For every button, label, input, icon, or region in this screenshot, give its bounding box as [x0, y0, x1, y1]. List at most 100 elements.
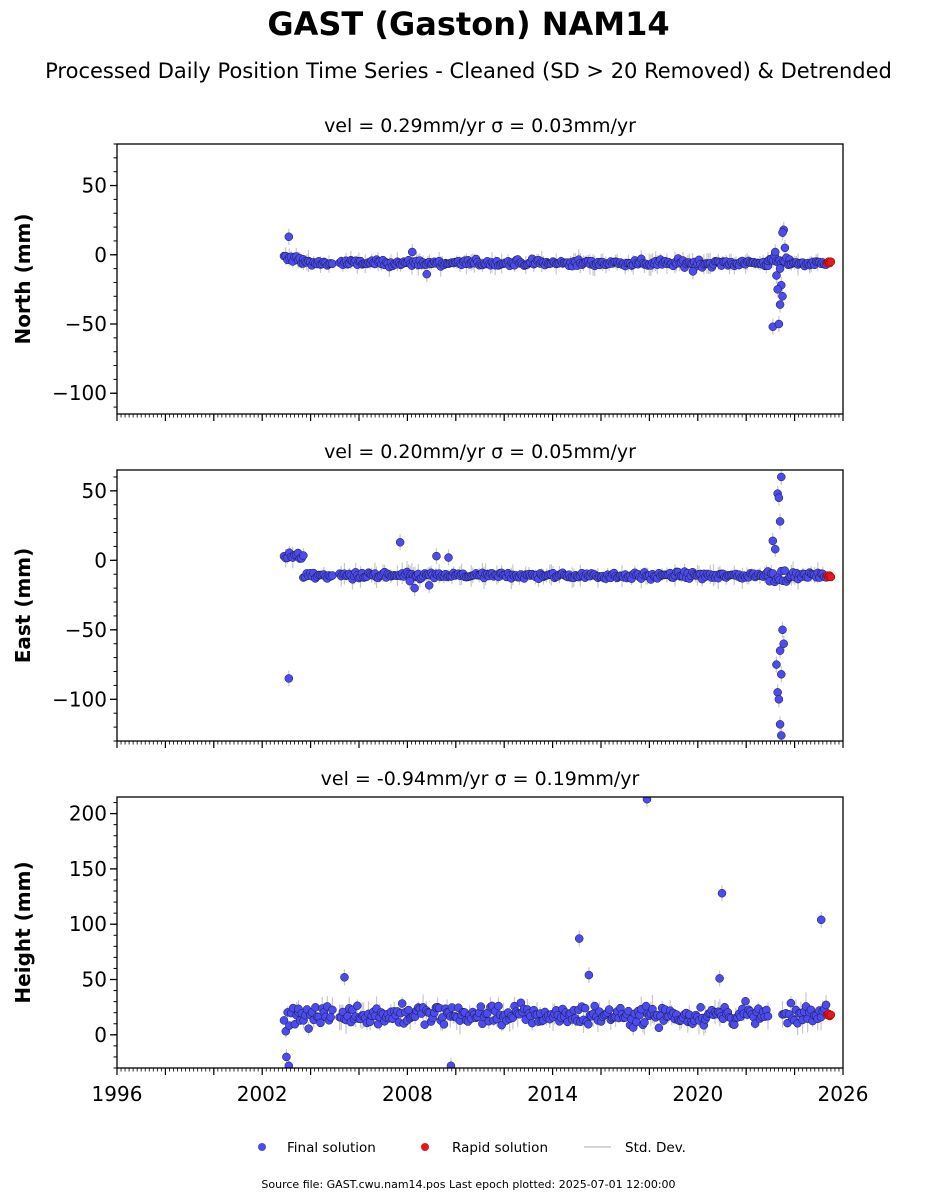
- final-point: [741, 996, 750, 1006]
- y-tick-label: −100: [52, 381, 107, 405]
- final-point: [353, 1001, 362, 1011]
- final-point-outlier: [340, 973, 349, 982]
- final-point: [584, 1020, 593, 1029]
- final-point: [640, 1018, 649, 1027]
- final-point-outlier: [780, 243, 790, 253]
- y-tick-label: 50: [82, 174, 107, 198]
- final-point-outlier: [405, 576, 415, 586]
- x-tick-label: 2026: [818, 1082, 869, 1106]
- final-point: [439, 1020, 449, 1029]
- rapid-point: [826, 572, 836, 582]
- final-point-outlier: [772, 660, 781, 669]
- plot-area: [279, 221, 836, 335]
- y-tick-label: 0: [94, 243, 107, 267]
- final-point-outlier: [777, 472, 786, 482]
- final-point: [326, 1012, 335, 1022]
- rapid-solution-points: [823, 257, 836, 268]
- final-point-outlier: [284, 232, 294, 242]
- y-tick-label: 200: [69, 802, 107, 826]
- plot-area: [279, 470, 836, 741]
- legend: Final solution Rapid solution Std. Dev.: [258, 1140, 686, 1156]
- legend-label-stddev: Std. Dev.: [625, 1140, 686, 1156]
- final-point-outlier: [775, 300, 785, 309]
- final-point: [316, 1018, 325, 1028]
- final-point-outlier: [770, 247, 780, 257]
- final-point: [780, 566, 789, 575]
- final-solution-points: [279, 797, 831, 1068]
- final-point-outlier: [284, 674, 294, 683]
- final-point: [476, 1002, 486, 1011]
- final-point-outlier: [775, 517, 785, 526]
- rapid-point: [826, 257, 836, 266]
- final-point-outlier: [284, 1061, 294, 1068]
- rapid-solution-points: [823, 571, 836, 582]
- panel-2: vel = 0.20mm/yr σ = 0.05mm/yr East (mm) 50…: [11, 441, 844, 748]
- final-point: [328, 571, 337, 580]
- final-point-outlier: [717, 888, 727, 898]
- final-solution-points: [279, 225, 831, 332]
- final-point: [299, 551, 308, 560]
- figure-title: GAST (Gaston) NAM14: [267, 5, 669, 43]
- plot-area: [279, 797, 836, 1068]
- final-point-outlier: [777, 731, 786, 740]
- final-solution-points: [279, 472, 831, 740]
- final-point-outlier: [777, 670, 786, 679]
- plot-frame: [116, 469, 844, 742]
- stddev-bars: [283, 470, 824, 741]
- panel-title: vel = -0.94mm/yr σ = 0.19mm/yr: [321, 768, 640, 790]
- final-point: [604, 1005, 614, 1014]
- final-point-outlier: [778, 625, 787, 635]
- y-tick-label: 150: [69, 857, 107, 881]
- y-tick-label: 50: [82, 479, 107, 503]
- plot-frame: [116, 143, 844, 415]
- legend-marker-rapid: [421, 1143, 429, 1151]
- y-tick-label: −50: [65, 312, 107, 336]
- final-point-outlier: [779, 639, 788, 648]
- final-point-outlier: [407, 247, 417, 257]
- y-axis-label: Height (mm): [11, 861, 35, 1003]
- final-point: [304, 1024, 313, 1033]
- x-tick-label: 2014: [527, 1082, 578, 1106]
- final-point: [397, 999, 407, 1008]
- y-axis-label: North (mm): [11, 213, 35, 344]
- final-point-outlier: [584, 970, 594, 980]
- stddev-bars: [285, 221, 826, 335]
- final-point-outlier: [432, 551, 441, 561]
- panel-title: vel = 0.20mm/yr σ = 0.05mm/yr: [324, 441, 636, 463]
- final-point-outlier: [410, 583, 419, 593]
- final-point: [590, 1001, 599, 1011]
- final-point: [763, 1011, 773, 1021]
- final-point: [750, 1019, 760, 1028]
- final-point-outlier: [688, 267, 698, 276]
- final-point: [654, 1023, 664, 1033]
- final-point: [328, 259, 337, 268]
- rapid-point: [826, 1010, 836, 1020]
- panel-3: vel = -0.94mm/yr σ = 0.19mm/yr Height (mm…: [11, 768, 868, 1106]
- final-point-outlier: [778, 228, 787, 237]
- final-point-outlier: [422, 269, 432, 279]
- y-tick-label: −50: [65, 618, 107, 642]
- y-tick-label: 0: [94, 548, 107, 572]
- final-point-outlier: [424, 581, 434, 590]
- panel-title: vel = 0.29mm/yr σ = 0.03mm/yr: [324, 115, 636, 137]
- final-point-outlier: [574, 934, 584, 943]
- final-point-outlier: [816, 915, 826, 925]
- y-tick-label: 0: [94, 1023, 107, 1047]
- final-point: [786, 998, 796, 1008]
- legend-label-rapid: Rapid solution: [452, 1140, 548, 1156]
- final-point: [821, 1000, 831, 1010]
- final-point-outlier: [774, 695, 784, 704]
- legend-label-final: Final solution: [287, 1140, 376, 1156]
- source-footer: Source file: GAST.cwu.nam14.pos Last epo…: [261, 1178, 675, 1191]
- final-point-outlier: [773, 688, 782, 697]
- final-point-outlier: [778, 292, 787, 301]
- final-point-outlier: [444, 553, 453, 562]
- final-point: [696, 1003, 705, 1012]
- figure-subtitle: Processed Daily Position Time Series - C…: [45, 59, 892, 83]
- y-axis-label: East (mm): [11, 548, 35, 664]
- final-point-outlier: [770, 544, 780, 554]
- x-tick-label: 2020: [672, 1082, 723, 1106]
- final-point: [279, 1016, 289, 1025]
- final-point-outlier: [282, 1052, 291, 1062]
- x-tick-label: 2002: [237, 1082, 288, 1106]
